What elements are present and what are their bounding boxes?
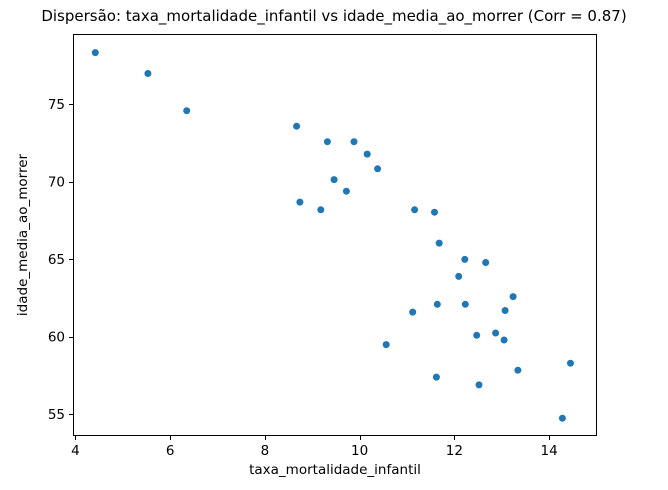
x-tick-label: 8 bbox=[261, 443, 270, 459]
data-point bbox=[293, 122, 301, 130]
data-point bbox=[473, 331, 481, 339]
y-tick-label: 70 bbox=[48, 174, 65, 190]
data-point bbox=[296, 198, 304, 206]
x-tick-label: 14 bbox=[541, 443, 558, 459]
data-point bbox=[431, 208, 438, 216]
data-point bbox=[461, 300, 469, 308]
data-point bbox=[461, 255, 469, 263]
data-point bbox=[183, 107, 191, 115]
data-point bbox=[350, 138, 358, 146]
data-point bbox=[435, 239, 443, 247]
data-point bbox=[432, 373, 440, 381]
data-point bbox=[363, 150, 371, 158]
data-point bbox=[475, 381, 483, 389]
data-point bbox=[482, 259, 490, 266]
y-axis-label-text: idade_media_ao_morrer bbox=[15, 153, 31, 317]
x-tick-label: 4 bbox=[71, 443, 80, 459]
x-tick-label: 10 bbox=[351, 443, 368, 459]
data-point bbox=[342, 187, 350, 195]
y-tick-label: 75 bbox=[48, 97, 65, 113]
y-tick-label: 55 bbox=[48, 407, 65, 423]
data-point bbox=[317, 206, 325, 214]
y-tick-label: 65 bbox=[48, 252, 65, 268]
data-point bbox=[567, 359, 574, 367]
data-point bbox=[501, 307, 509, 314]
data-point bbox=[411, 206, 419, 214]
axes-spines bbox=[73, 34, 597, 436]
data-point bbox=[500, 336, 508, 344]
x-axis-label: taxa_mortalidade_infantil bbox=[249, 462, 421, 478]
data-point bbox=[455, 272, 463, 280]
data-point bbox=[374, 165, 382, 173]
data-point bbox=[514, 366, 522, 374]
data-point bbox=[91, 49, 99, 57]
chart-title: Dispersão: taxa_mortalidade_infantil vs … bbox=[41, 7, 627, 25]
data-point bbox=[509, 293, 517, 301]
data-point bbox=[409, 308, 417, 316]
x-tick-label: 12 bbox=[446, 443, 463, 459]
data-point bbox=[382, 341, 390, 349]
data-point bbox=[558, 414, 566, 422]
data-point bbox=[323, 138, 331, 146]
data-point bbox=[330, 176, 338, 184]
y-tick-label: 60 bbox=[48, 329, 65, 345]
data-point bbox=[144, 70, 152, 77]
data-point bbox=[492, 329, 500, 337]
x-tick-label: 6 bbox=[166, 443, 175, 459]
data-point bbox=[433, 300, 441, 308]
